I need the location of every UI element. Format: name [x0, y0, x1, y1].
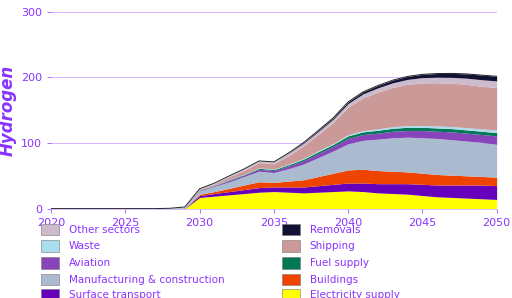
FancyBboxPatch shape	[282, 274, 300, 285]
Text: Waste: Waste	[69, 241, 101, 251]
FancyBboxPatch shape	[282, 240, 300, 252]
FancyBboxPatch shape	[282, 257, 300, 269]
FancyBboxPatch shape	[41, 257, 59, 269]
FancyBboxPatch shape	[282, 224, 300, 235]
FancyBboxPatch shape	[41, 240, 59, 252]
Text: Aviation: Aviation	[69, 258, 111, 268]
FancyBboxPatch shape	[41, 289, 59, 298]
Text: Electricity supply: Electricity supply	[310, 290, 400, 298]
FancyBboxPatch shape	[41, 224, 59, 235]
FancyBboxPatch shape	[41, 274, 59, 285]
Text: Other sectors: Other sectors	[69, 225, 140, 235]
Y-axis label: Hydrogen: Hydrogen	[0, 65, 17, 156]
Text: Fuel supply: Fuel supply	[310, 258, 369, 268]
Text: Buildings: Buildings	[310, 275, 358, 285]
Text: Manufacturing & construction: Manufacturing & construction	[69, 275, 225, 285]
Text: Removals: Removals	[310, 225, 360, 235]
FancyBboxPatch shape	[282, 289, 300, 298]
Text: Shipping: Shipping	[310, 241, 355, 251]
Text: Surface transport: Surface transport	[69, 290, 161, 298]
